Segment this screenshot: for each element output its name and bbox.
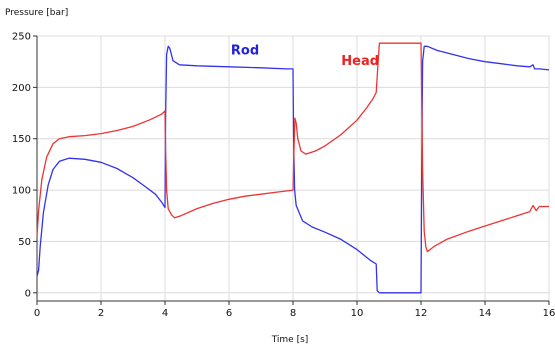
x-axis-label: Time [s] xyxy=(271,335,309,345)
series-line-head xyxy=(36,42,549,253)
y-tick-label: 100 xyxy=(12,186,31,197)
y-axis-label: Pressure [bar] xyxy=(5,8,68,18)
axes: 0 50 100 150 200 250 0 2 4 6 8 10 12 14 16 xyxy=(12,32,555,320)
x-tick-label: 14 xyxy=(479,308,492,319)
y-tick-label: 50 xyxy=(18,237,31,248)
y-tick-label: 0 xyxy=(25,288,31,299)
x-tick-label: 2 xyxy=(98,308,104,319)
series-line-rod xyxy=(36,45,550,294)
x-tick-label: 16 xyxy=(543,308,555,319)
annotation-layer: Rod Head xyxy=(231,43,379,68)
y-tick-label: 150 xyxy=(12,134,31,145)
x-tick-label: 10 xyxy=(351,308,364,319)
x-tick-label: 8 xyxy=(290,308,296,319)
x-tick-label: 12 xyxy=(415,308,428,319)
x-tick-label: 6 xyxy=(226,308,232,319)
y-tick-label: 200 xyxy=(12,83,31,94)
x-tick-label: 4 xyxy=(162,308,168,319)
x-tick-label: 0 xyxy=(34,308,40,319)
series-layer xyxy=(36,42,550,294)
y-tick-label: 250 xyxy=(12,32,31,43)
series-label-rod: Rod xyxy=(231,43,259,58)
series-label-head: Head xyxy=(341,54,379,69)
